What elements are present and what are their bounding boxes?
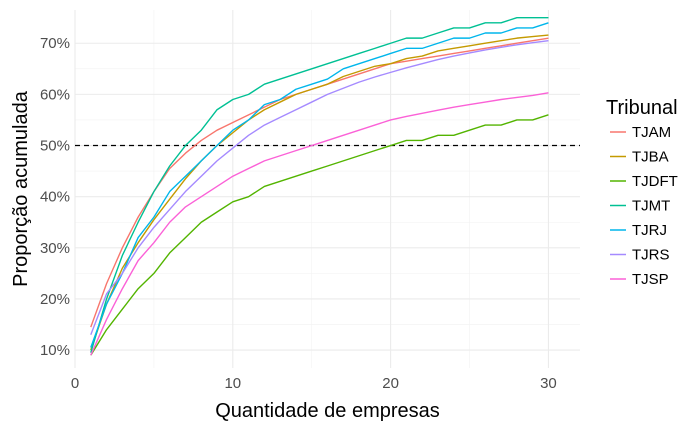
legend-label-tjmt: TJMT bbox=[632, 198, 670, 215]
y-axis-ticks: 10% 20% 30% 40% 50% 60% 70% bbox=[40, 35, 70, 359]
x-axis-ticks: 0 10 20 30 bbox=[71, 375, 557, 392]
y-axis-title: Proporção acumulada bbox=[10, 90, 32, 287]
series-lines bbox=[90, 16, 549, 356]
legend-label-tjsp: TJSP bbox=[632, 271, 669, 288]
x-tick-label: 0 bbox=[71, 375, 79, 392]
y-tick-label: 10% bbox=[40, 342, 70, 359]
series-line-tjdft bbox=[90, 114, 549, 356]
x-tick-label: 30 bbox=[540, 375, 557, 392]
legend-label-tjrj: TJRJ bbox=[632, 222, 667, 239]
y-tick-label: 60% bbox=[40, 86, 70, 103]
legend-label-tjrs: TJRS bbox=[632, 247, 670, 264]
y-tick-label: 40% bbox=[40, 189, 70, 206]
legend-items: TJAM TJBA TJDFT TJMT TJRJ TJRS TJSP bbox=[610, 124, 678, 288]
legend: Tribunal TJAM TJBA TJDFT TJMT TJRJ TJRS TJSP bbox=[606, 97, 678, 288]
series-line-tjrj bbox=[90, 22, 549, 348]
series-line-tjba bbox=[90, 34, 549, 351]
y-tick-label: 70% bbox=[40, 35, 70, 52]
y-tick-label: 30% bbox=[40, 240, 70, 257]
x-tick-label: 10 bbox=[224, 375, 241, 392]
legend-label-tjba: TJBA bbox=[632, 149, 669, 166]
x-axis-title: Quantidade de empresas bbox=[215, 400, 440, 422]
legend-label-tjam: TJAM bbox=[632, 124, 671, 141]
series-line-tjsp bbox=[90, 92, 549, 356]
legend-label-tjdft: TJDFT bbox=[632, 173, 678, 190]
y-tick-label: 20% bbox=[40, 291, 70, 308]
y-tick-label: 50% bbox=[40, 138, 70, 155]
legend-title: Tribunal bbox=[606, 97, 678, 119]
series-line-tjmt bbox=[90, 16, 549, 353]
series-line-tjrs bbox=[90, 39, 549, 336]
x-tick-label: 20 bbox=[382, 375, 399, 392]
